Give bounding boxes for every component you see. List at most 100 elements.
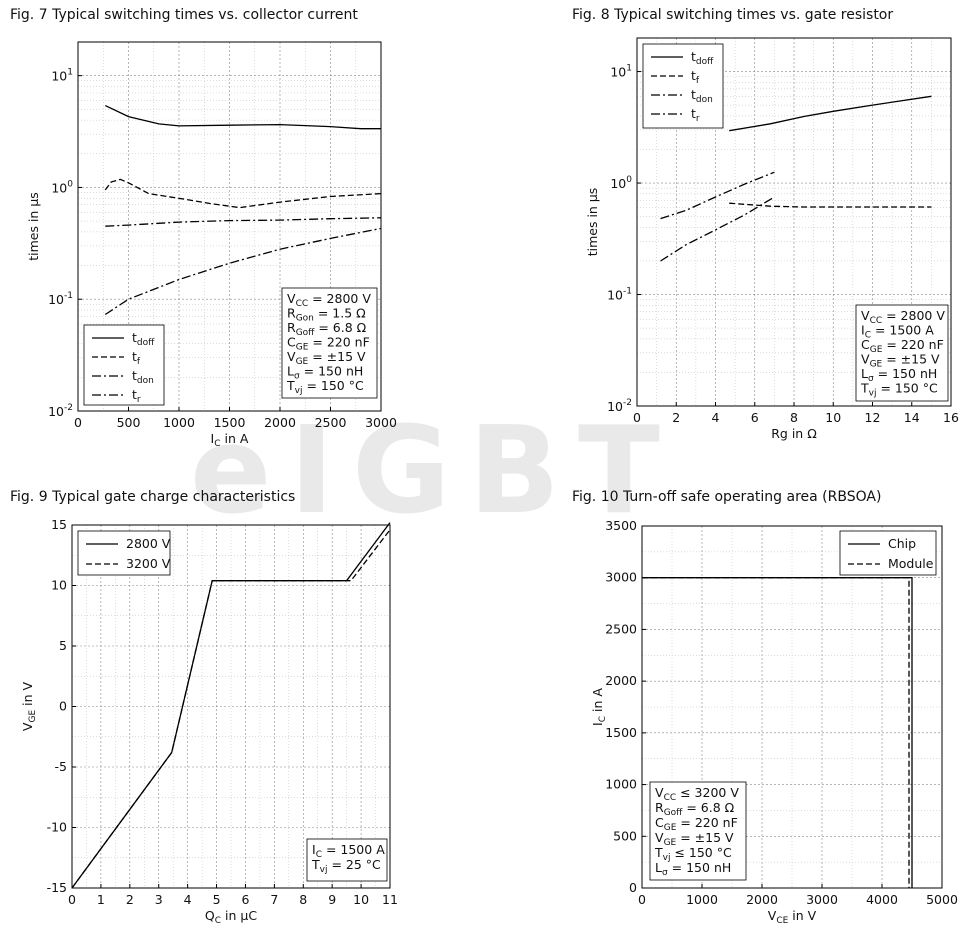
x-tick-label: 5 <box>213 892 221 907</box>
legend-label: Module <box>888 556 934 571</box>
x-tick-label: 10 <box>825 410 841 425</box>
condition-line: Tvj = 150 °C <box>860 381 938 399</box>
x-tick-label: 2 <box>672 410 680 425</box>
legend-label: tr <box>691 106 700 124</box>
x-tick-label: 3000 <box>806 892 838 907</box>
legend-label: tdoff <box>691 49 714 67</box>
y-tick-label: 5 <box>59 638 67 653</box>
y-tick-label: 3500 <box>605 518 637 533</box>
legend-box <box>839 530 937 576</box>
series-line-0 <box>105 105 381 130</box>
y-tick-label: 100 <box>51 179 73 195</box>
condition-line: VCC ≤ 3200 V <box>655 785 739 803</box>
x-tick-label: 2 <box>126 892 134 907</box>
series-line-1 <box>729 202 932 208</box>
condition-line: RGoff = 6.8 Ω <box>287 320 367 338</box>
x-tick-label: 11 <box>382 892 398 907</box>
y-axis-label: VGE in V <box>20 681 38 731</box>
x-tick-label: 8 <box>790 410 798 425</box>
series-line-2 <box>105 217 382 227</box>
series-line-2 <box>660 171 775 220</box>
legend-label: tr <box>132 387 141 405</box>
x-tick-label: 3 <box>155 892 163 907</box>
legend-box <box>83 324 165 406</box>
y-tick-label: 500 <box>613 828 637 843</box>
y-tick-label: 101 <box>51 68 73 84</box>
x-axis-label: QC in µC <box>205 908 257 926</box>
x-tick-label: 2500 <box>315 415 347 430</box>
y-tick-label: 10-2 <box>48 403 73 419</box>
y-axis-label: times in µs <box>26 192 41 261</box>
legend-box <box>77 530 171 576</box>
y-axis-label: IC in A <box>590 688 608 726</box>
y-tick-label: -5 <box>55 759 67 774</box>
series-line-1 <box>104 178 382 209</box>
series-line-3 <box>660 196 775 262</box>
x-tick-label: 4 <box>184 892 192 907</box>
legend-label: tdon <box>691 87 713 105</box>
x-tick-label: 0 <box>638 892 646 907</box>
x-tick-label: 16 <box>943 410 959 425</box>
y-tick-label: 2500 <box>605 621 637 636</box>
x-tick-label: 2000 <box>746 892 778 907</box>
fig7-chart: 0 500 1000 1500 2000 2500 3000 10-2 10-1 100 101 IC… <box>26 41 397 449</box>
y-tick-label: 10-1 <box>607 287 632 303</box>
y-tick-label: 2000 <box>605 673 637 688</box>
conditions-frame <box>306 838 388 882</box>
x-tick-label: 8 <box>299 892 307 907</box>
conditions-frame <box>281 287 378 399</box>
legend-label: tf <box>132 349 141 367</box>
plot-frame <box>641 525 943 889</box>
legend-label: tdoff <box>132 330 155 348</box>
y-tick-label: 1500 <box>605 725 637 740</box>
condition-line: VCC = 2800 V <box>287 291 371 309</box>
x-tick-label: 4 <box>712 410 720 425</box>
x-tick-label: 7 <box>270 892 278 907</box>
condition-line: Lσ = 150 nH <box>861 366 937 384</box>
x-tick-label: 1000 <box>686 892 718 907</box>
legend-label: tf <box>691 68 700 86</box>
condition-line: RGon = 1.5 Ω <box>287 306 366 324</box>
x-tick-label: 0 <box>68 892 76 907</box>
x-axis-label: Rg in Ω <box>771 426 817 441</box>
x-axis-label: IC in A <box>211 431 249 449</box>
y-axis-label: times in µs <box>585 188 600 257</box>
x-axis-label: VCE in V <box>768 908 817 926</box>
legend-label: 3200 V <box>126 556 171 571</box>
x-tick-label: 1000 <box>163 415 195 430</box>
condition-line: Tvj = 150 °C <box>286 378 364 396</box>
fig8-title: Fig. 8 Typical switching times vs. gate … <box>572 7 894 23</box>
y-tick-label: 3000 <box>605 570 637 585</box>
fig10-title: Fig. 10 Turn-off safe operating area (RB… <box>572 489 882 505</box>
y-tick-label: 15 <box>51 517 67 532</box>
y-tick-label: 1000 <box>605 777 637 792</box>
y-tick-label: 10-1 <box>48 291 73 307</box>
conditions-frame <box>649 781 747 881</box>
x-tick-label: 0 <box>74 415 82 430</box>
legend-label: 2800 V <box>126 536 171 551</box>
series-line-1 <box>71 529 391 889</box>
x-tick-label: 5000 <box>926 892 958 907</box>
y-tick-label: 10 <box>51 578 67 593</box>
condition-line: Tvj = 25 °C <box>311 857 381 875</box>
x-tick-label: 6 <box>751 410 759 425</box>
y-tick-label: 100 <box>610 175 632 191</box>
condition-line: VGE = ±15 V <box>655 830 734 848</box>
condition-line: Lσ = 150 nH <box>655 860 731 878</box>
condition-line: RGoff = 6.8 Ω <box>655 800 735 818</box>
condition-line: IC = 1500 A <box>861 323 934 341</box>
fig7-title: Fig. 7 Typical switching times vs. colle… <box>10 7 358 23</box>
x-tick-label: 12 <box>865 410 881 425</box>
series-line-3 <box>104 227 382 316</box>
legend: 2800 V 3200 V <box>77 530 171 576</box>
y-tick-label: 101 <box>610 64 632 80</box>
series-line-0 <box>729 95 932 132</box>
x-tick-label: 9 <box>328 892 336 907</box>
condition-line: VCC = 2800 V <box>861 308 945 326</box>
condition-line: VGE = ±15 V <box>287 349 366 367</box>
legend-label: tdon <box>132 368 154 386</box>
x-tick-label: 4000 <box>866 892 898 907</box>
